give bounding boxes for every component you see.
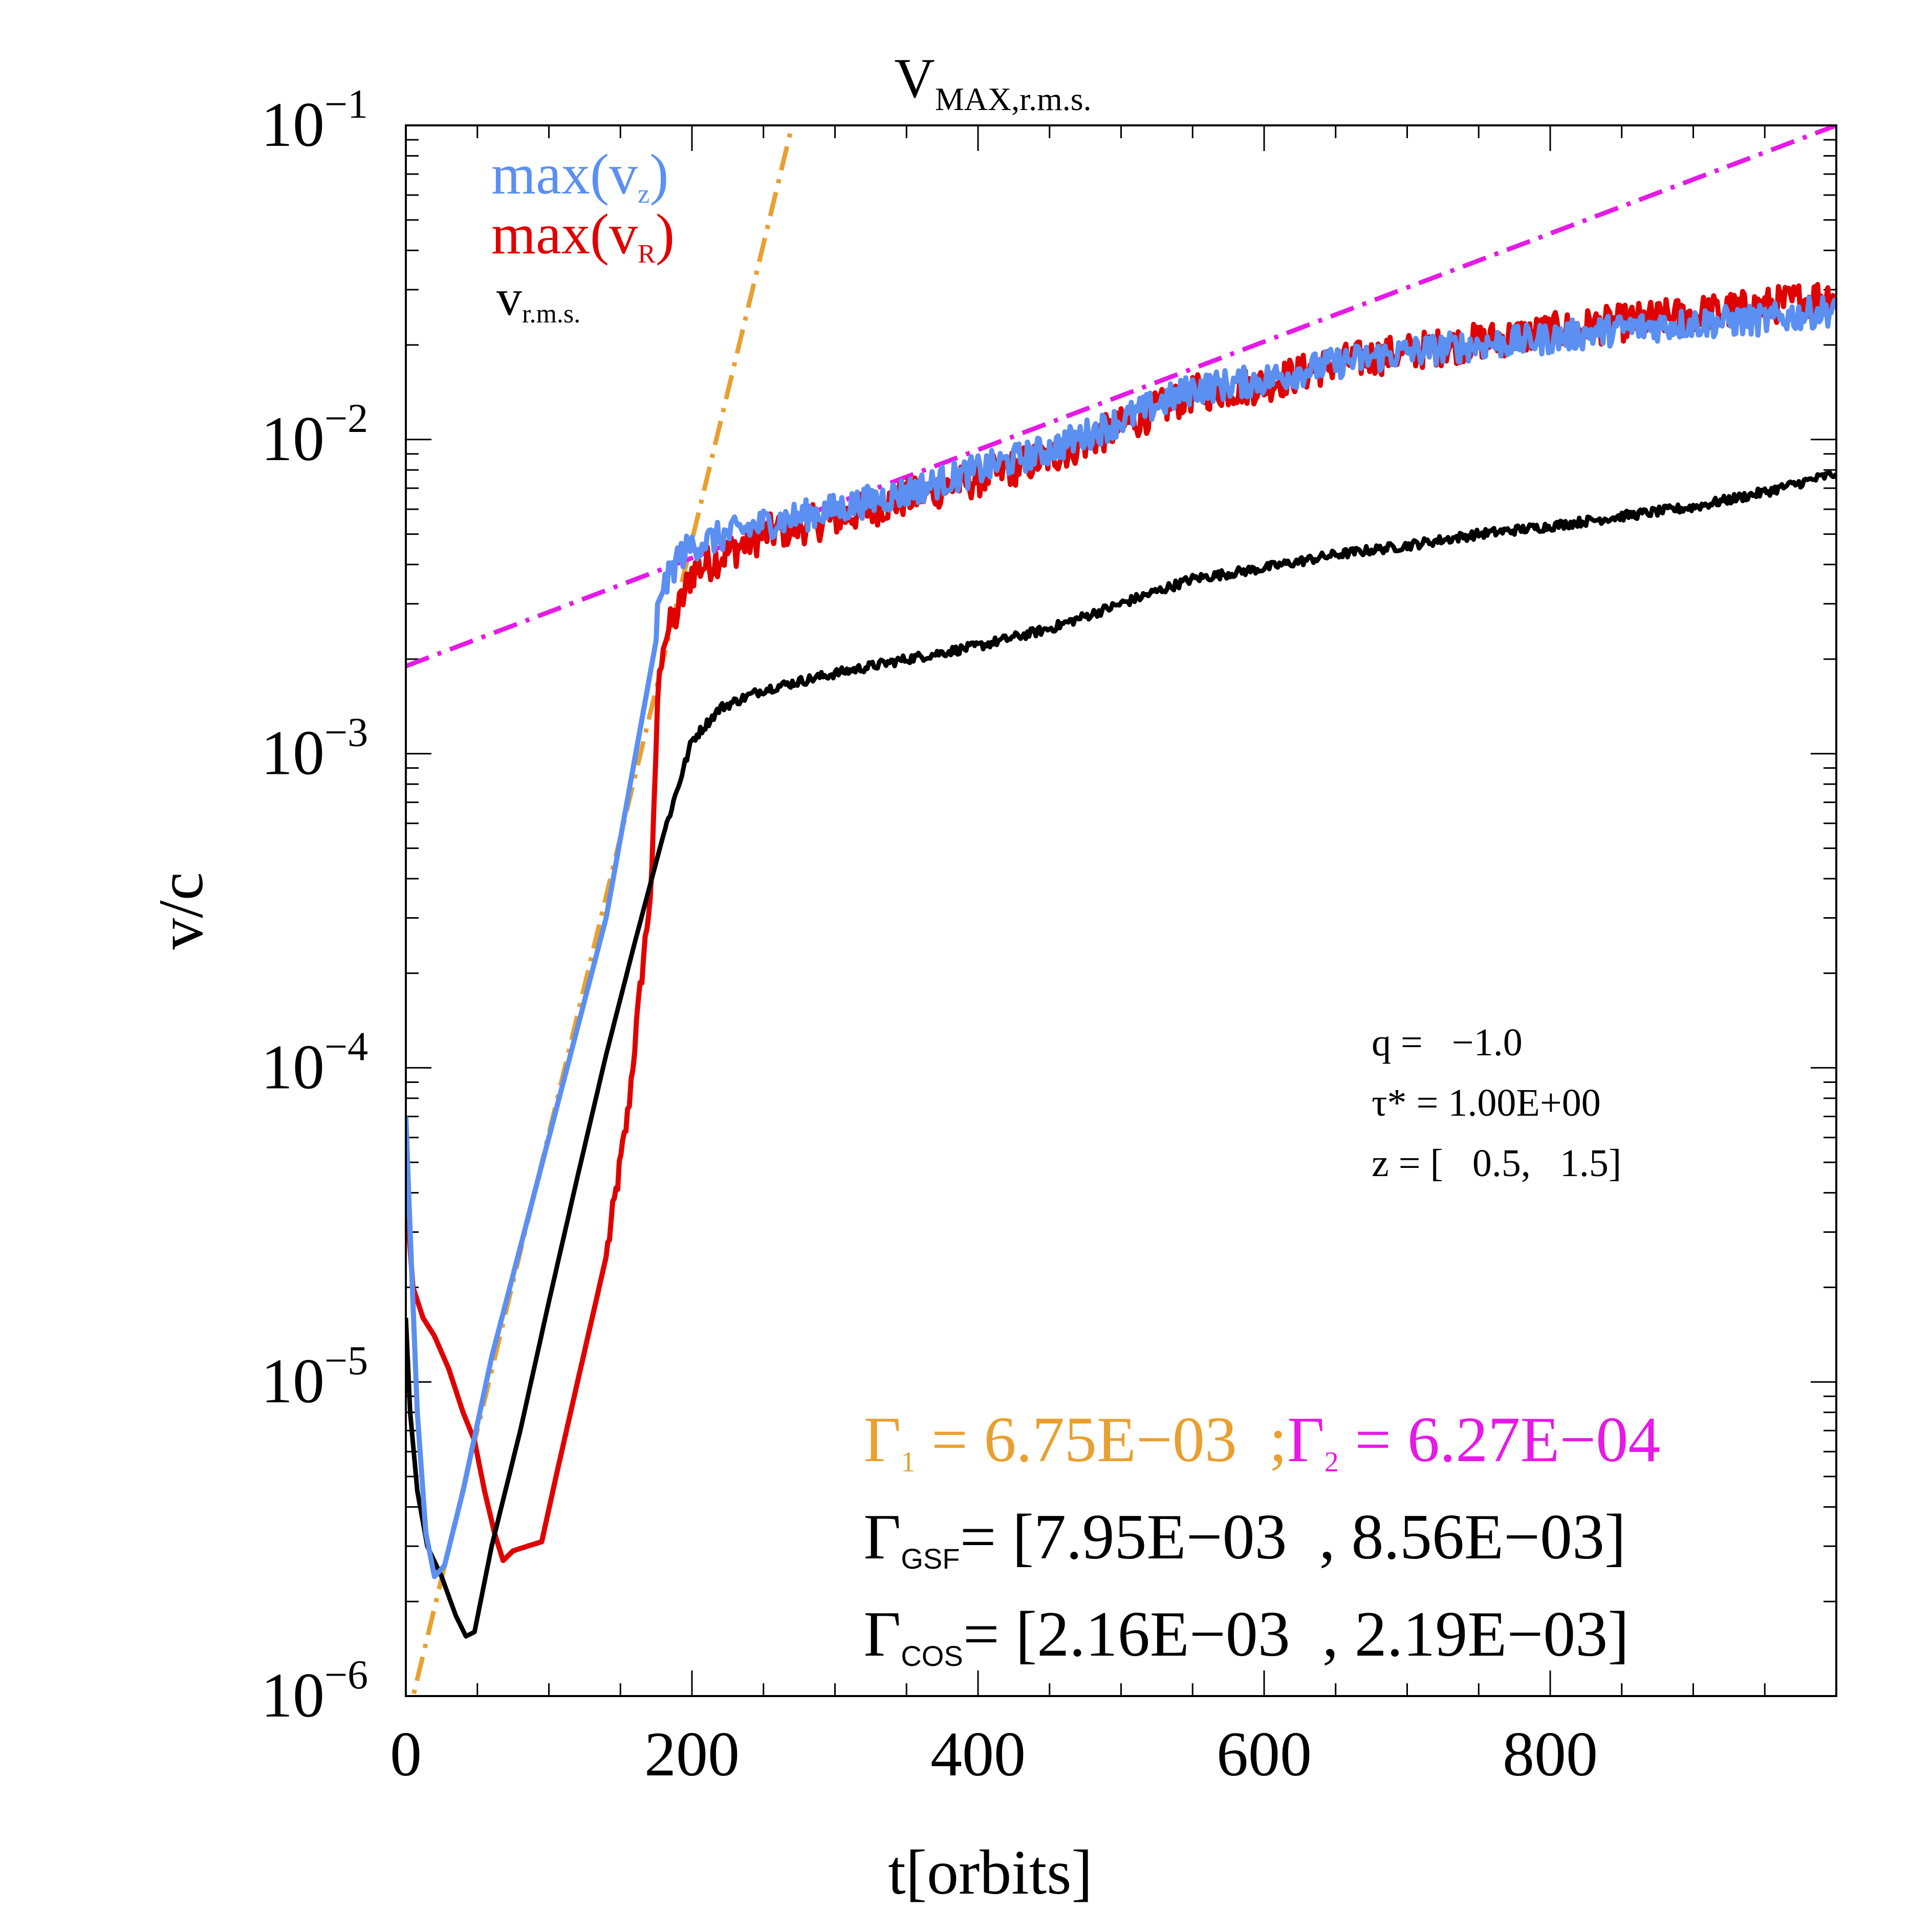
legend-vrms-sub: r.m.s. bbox=[522, 299, 580, 329]
cos-value: = [2.16E−03 , 2.19E−03] bbox=[963, 1599, 1630, 1670]
fit-line bbox=[410, 125, 795, 1696]
x-tick-label: 600 bbox=[1217, 1719, 1312, 1789]
y-tick-label: 10−2 bbox=[261, 396, 368, 474]
param-q: q = −1.0 bbox=[1372, 1021, 1523, 1064]
gsf-sub: GSF bbox=[901, 1543, 960, 1575]
legend-vr: max(vR) bbox=[491, 203, 675, 269]
gamma1-symbol: Γ bbox=[864, 1404, 901, 1475]
series-line-vz bbox=[406, 295, 1836, 1579]
y-tick-exponent: −5 bbox=[324, 1338, 368, 1383]
y-tick-base: 10 bbox=[261, 1032, 324, 1102]
gamma2-value: = 6.27E−04 bbox=[1339, 1404, 1661, 1475]
gamma-annotation-line1: Γ1 = 6.75E−03 ;Γ2 = 6.27E−04 bbox=[783, 1404, 1709, 1478]
x-axis-label: t[orbits] bbox=[888, 1837, 1093, 1907]
plot-frame bbox=[405, 124, 1837, 1697]
gamma-cos-annotation: ΓCOS= [2.16E−03 , 2.19E−03] bbox=[783, 1599, 1678, 1672]
y-tick-exponent: −6 bbox=[324, 1653, 368, 1698]
legend-vz: max(vz) bbox=[491, 143, 669, 209]
fit-line bbox=[406, 125, 1836, 668]
legend-vz-close: ) bbox=[649, 143, 668, 206]
chart-title: VMAX,r.m.s. bbox=[894, 47, 1091, 117]
y-tick-label: 10−5 bbox=[261, 1338, 368, 1416]
y-tick-label: 10−6 bbox=[261, 1653, 368, 1730]
legend-vrms-label: v bbox=[496, 269, 522, 326]
y-tick-exponent: −4 bbox=[324, 1024, 368, 1069]
gsf-value: = [7.95E−03 , 8.56E−03] bbox=[960, 1502, 1626, 1573]
y-tick-base: 10 bbox=[261, 718, 324, 788]
x-tick-label: 800 bbox=[1503, 1719, 1598, 1789]
x-tick-label: 200 bbox=[644, 1719, 740, 1789]
legend-vz-sub: z bbox=[638, 180, 649, 209]
legend-vrms: vr.m.s. bbox=[496, 269, 580, 329]
legend-vr-close: ) bbox=[656, 203, 675, 266]
gamma1-sub: 1 bbox=[901, 1446, 915, 1478]
y-tick-label: 10−1 bbox=[261, 82, 368, 160]
y-tick-label: 10−3 bbox=[261, 710, 368, 788]
legend-vz-label: max(v bbox=[491, 143, 638, 206]
gsf-symbol: Γ bbox=[864, 1502, 901, 1573]
y-tick-exponent: −3 bbox=[324, 710, 368, 755]
y-tick-exponent: −2 bbox=[324, 396, 368, 441]
y-tick-exponent: −1 bbox=[324, 82, 368, 127]
param-z: z = [ 0.5, 1.5] bbox=[1372, 1142, 1621, 1185]
y-axis-label: v/c bbox=[146, 872, 216, 950]
y-tick-base: 10 bbox=[261, 1346, 324, 1416]
param-tau: τ* = 1.00E+00 bbox=[1372, 1081, 1601, 1124]
chart-title-sub: MAX,r.m.s. bbox=[935, 81, 1092, 117]
chart-title-main: V bbox=[894, 47, 935, 110]
y-tick-base: 10 bbox=[261, 90, 324, 160]
legend-vr-label: max(v bbox=[491, 203, 638, 266]
x-tick-label: 400 bbox=[930, 1719, 1026, 1789]
y-tick-label: 10−4 bbox=[261, 1024, 368, 1102]
series-line-vrms bbox=[406, 470, 1836, 1639]
y-tick-base: 10 bbox=[261, 1660, 324, 1730]
gamma2-symbol: Γ bbox=[1287, 1404, 1325, 1475]
gamma2-sub: 2 bbox=[1325, 1446, 1339, 1478]
legend-vr-sub: R bbox=[638, 240, 656, 269]
cos-sub: COS bbox=[901, 1640, 963, 1672]
cos-symbol: Γ bbox=[864, 1599, 901, 1670]
gamma1-value: = 6.75E−03 ; bbox=[915, 1404, 1287, 1475]
y-tick-base: 10 bbox=[261, 404, 324, 474]
series-line-vr bbox=[406, 281, 1836, 1564]
x-tick-label: 0 bbox=[390, 1719, 422, 1789]
gamma-gsf-annotation: ΓGSF= [7.95E−03 , 8.56E−03] bbox=[783, 1502, 1675, 1575]
series-layer bbox=[406, 125, 1836, 1696]
